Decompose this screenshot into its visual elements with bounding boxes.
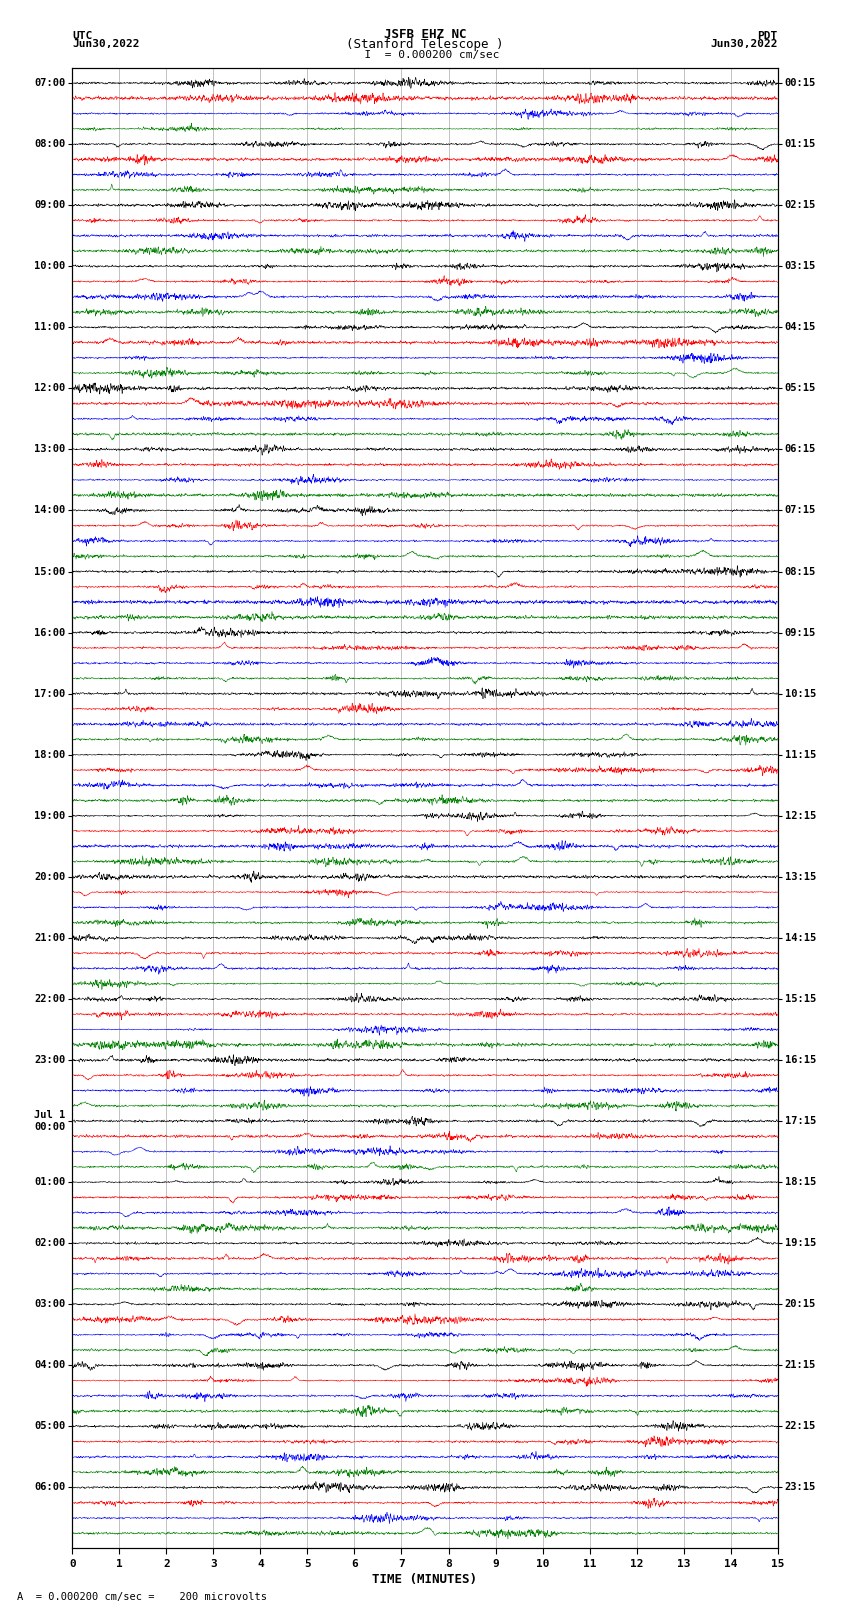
X-axis label: TIME (MINUTES): TIME (MINUTES): [372, 1573, 478, 1586]
Text: I  = 0.000200 cm/sec: I = 0.000200 cm/sec: [351, 50, 499, 60]
Text: Jun30,2022: Jun30,2022: [711, 39, 778, 50]
Text: JSFB EHZ NC: JSFB EHZ NC: [383, 27, 467, 40]
Text: (Stanford Telescope ): (Stanford Telescope ): [346, 37, 504, 50]
Text: A  = 0.000200 cm/sec =    200 microvolts: A = 0.000200 cm/sec = 200 microvolts: [17, 1592, 267, 1602]
Text: UTC: UTC: [72, 31, 93, 40]
Text: PDT: PDT: [757, 31, 778, 40]
Text: Jun30,2022: Jun30,2022: [72, 39, 139, 50]
